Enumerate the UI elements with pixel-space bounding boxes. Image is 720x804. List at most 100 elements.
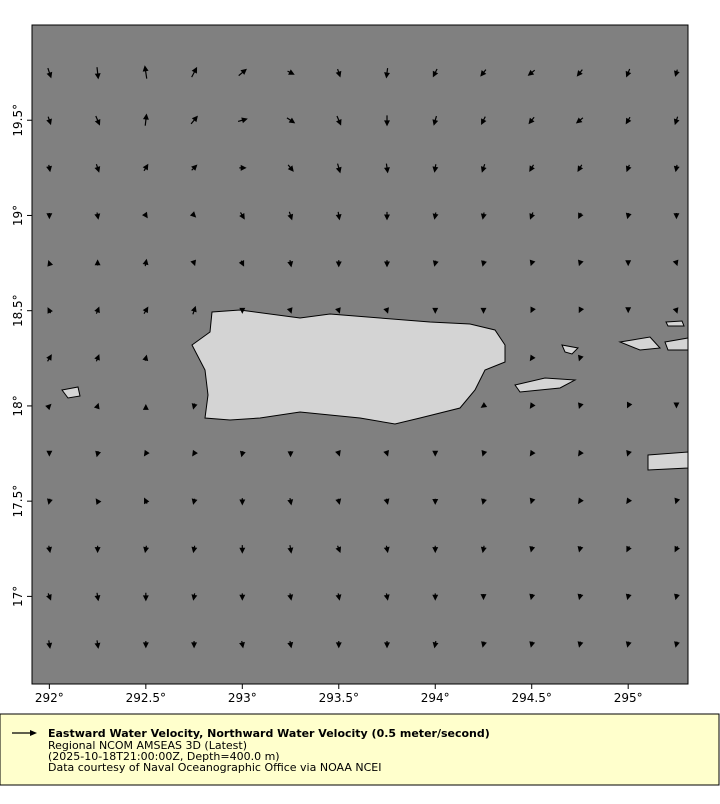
y-tick-label: 19°: [11, 205, 25, 226]
velocity-arrow: [142, 641, 149, 649]
y-tick-label: 19.5°: [11, 104, 25, 137]
velocity-arrow: [432, 212, 439, 220]
velocity-arrow: [94, 306, 100, 314]
legend-line: Regional NCOM AMSEAS 3D (Latest): [48, 739, 247, 752]
x-tick-label: 292.5°: [126, 691, 166, 705]
velocity-arrow: [432, 164, 439, 173]
velocity-arrow: [287, 211, 294, 221]
velocity-arrow: [529, 449, 536, 457]
velocity-arrow: [192, 449, 198, 457]
velocity-arrow: [383, 450, 389, 457]
velocity-arrow: [481, 498, 487, 505]
legend-arrow-head: [30, 730, 37, 736]
velocity-arrow: [238, 260, 245, 267]
velocity-arrow: [237, 117, 248, 124]
legend-arrow: [12, 730, 37, 736]
velocity-arrow: [45, 403, 52, 411]
velocity-arrow: [480, 212, 487, 220]
velocity-arrow: [383, 593, 390, 601]
velocity-arrow: [529, 545, 536, 553]
velocity-arrow: [577, 354, 584, 362]
velocity-arrow: [94, 592, 101, 602]
velocity-arrow: [94, 545, 101, 554]
velocity-arrow: [46, 593, 52, 601]
velocity-arrow: [432, 115, 439, 126]
velocity-arrow: [46, 354, 52, 362]
velocity-arrow: [239, 640, 245, 649]
velocity-arrow: [335, 307, 341, 314]
velocity-arrow: [384, 211, 390, 221]
velocity-arrow: [480, 164, 487, 173]
velocity-arrow: [238, 68, 247, 77]
velocity-arrow: [577, 545, 584, 553]
velocity-arrow: [239, 498, 246, 506]
velocity-arrow: [383, 498, 390, 505]
velocity-arrow: [529, 593, 536, 601]
velocity-arrow: [481, 116, 487, 126]
velocity-arrow: [239, 545, 246, 554]
velocity-arrow: [528, 116, 535, 125]
velocity-arrow: [46, 116, 52, 126]
velocity-arrow: [673, 164, 680, 173]
velocity-arrow: [94, 212, 101, 220]
velocity-arrow: [626, 545, 632, 553]
velocity-arrow: [287, 545, 294, 554]
velocity-arrow: [94, 259, 101, 266]
velocity-arrow: [191, 641, 198, 649]
velocity-arrow: [142, 354, 149, 362]
velocity-arrow: [335, 498, 342, 505]
velocity-arrow: [191, 498, 198, 505]
velocity-arrow: [239, 307, 246, 314]
legend-line: Data courtesy of Naval Oceanographic Off…: [48, 761, 382, 774]
velocity-arrow: [480, 69, 487, 77]
velocity-arrow: [94, 115, 101, 126]
velocity-arrow: [673, 402, 680, 409]
velocity-arrow: [625, 212, 632, 220]
velocity-arrow: [142, 65, 149, 79]
velocity-arrow: [335, 211, 342, 221]
small-cay: [665, 320, 685, 327]
velocity-arrow: [142, 258, 149, 267]
x-tick-label: 293°: [228, 691, 257, 705]
x-tick-label: 294°: [421, 691, 450, 705]
velocity-arrow: [93, 402, 100, 410]
velocity-arrow: [578, 212, 584, 220]
velocity-arrow: [239, 593, 246, 601]
velocity-arrow: [384, 163, 390, 174]
velocity-arrow: [94, 164, 101, 173]
velocity-arrow: [432, 307, 439, 314]
velocity-arrow: [46, 164, 52, 173]
velocity-arrow: [578, 306, 585, 314]
velocity-arrow: [384, 115, 390, 127]
velocity-arrow: [625, 116, 632, 125]
velocity-arrow: [384, 68, 390, 79]
velocity-arrow: [335, 450, 341, 457]
velocity-arrow: [625, 641, 632, 648]
velocity-arrow: [529, 641, 536, 648]
velocity-arrow: [143, 545, 150, 554]
velocity-arrow: [672, 307, 679, 314]
velocity-arrow: [527, 69, 536, 76]
velocity-arrow: [529, 354, 536, 362]
velocity-arrow: [143, 449, 150, 457]
puerto-rico: [191, 309, 506, 425]
velocity-arrow: [626, 497, 633, 505]
velocity-arrow: [142, 306, 149, 315]
velocity-arrow: [673, 69, 680, 77]
land: [61, 309, 689, 471]
velocity-arrow: [674, 593, 680, 601]
velocity-arrow: [46, 67, 53, 79]
velocity-arrow: [529, 497, 536, 505]
mona-island: [61, 386, 81, 399]
velocity-arrow: [335, 593, 342, 601]
velocity-arrow: [529, 402, 536, 409]
velocity-arrow: [432, 68, 439, 78]
velocity-arrow: [530, 306, 536, 314]
velocity-arrow: [190, 259, 197, 267]
velocity-arrow: [432, 260, 439, 267]
velocity-arrow: [480, 593, 487, 601]
velocity-arrow: [191, 545, 198, 554]
y-tick-label: 17.5°: [11, 485, 25, 518]
velocity-arrow: [625, 164, 632, 173]
